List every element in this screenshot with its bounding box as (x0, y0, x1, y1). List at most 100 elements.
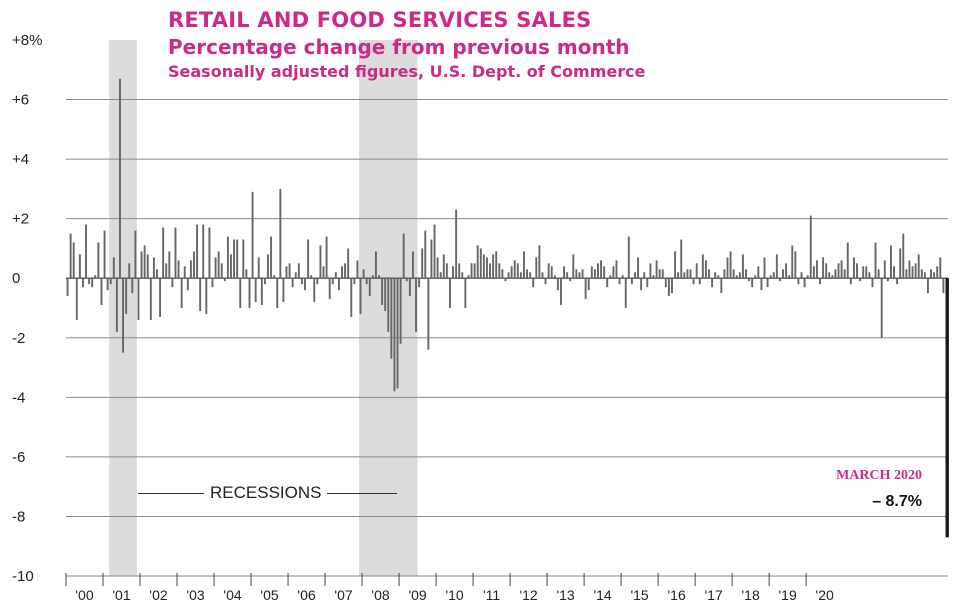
bar (445, 263, 448, 279)
bar (112, 257, 115, 279)
x-tick-label: '04 (223, 587, 241, 603)
bar (822, 257, 825, 279)
chart-title: RETAIL AND FOOD SERVICES SALES (168, 8, 592, 32)
x-tick-label: '20 (816, 587, 834, 603)
bar (538, 245, 541, 279)
bar (560, 278, 562, 306)
bar (455, 209, 458, 279)
bar (325, 236, 328, 279)
bar (267, 254, 269, 279)
bar (239, 278, 242, 308)
bar (205, 278, 208, 314)
bar (365, 278, 368, 285)
bar (529, 272, 532, 279)
bar (603, 266, 606, 279)
bar (418, 278, 421, 288)
bar (390, 278, 393, 359)
bar (593, 269, 596, 279)
x-tick-label: '10 (445, 587, 463, 603)
bar (294, 272, 297, 279)
bar (186, 278, 189, 291)
bar (748, 278, 751, 282)
bar (381, 278, 384, 306)
bar (408, 278, 411, 297)
bar (448, 278, 451, 308)
bar (69, 233, 72, 279)
bar (677, 272, 680, 279)
bar (523, 251, 525, 279)
bar (806, 275, 809, 279)
y-tick-label: -4 (12, 389, 25, 406)
bar (825, 263, 828, 279)
bar (131, 278, 134, 294)
bar (840, 260, 843, 279)
bar (726, 257, 729, 279)
bar (337, 278, 340, 291)
bar (544, 278, 547, 285)
bar (146, 254, 149, 279)
bar (384, 278, 387, 311)
bar (350, 278, 353, 317)
bar (439, 272, 442, 279)
bar (689, 269, 692, 279)
bar (917, 254, 920, 279)
bar (78, 254, 81, 279)
bar (782, 269, 784, 279)
bar (260, 278, 263, 306)
bar (103, 230, 106, 279)
bar (242, 239, 245, 279)
bar (760, 278, 763, 291)
bar (436, 257, 439, 279)
bar (923, 272, 926, 279)
bar (424, 230, 427, 279)
bar (353, 278, 356, 285)
bar (766, 278, 769, 288)
y-tick-label: -6 (12, 449, 25, 466)
bar (498, 263, 501, 279)
bar (467, 275, 470, 279)
bar (100, 278, 103, 306)
bar (393, 278, 396, 392)
bar (66, 278, 69, 297)
bar (297, 263, 300, 279)
bar (94, 275, 97, 279)
bar (581, 269, 584, 279)
bar (470, 263, 473, 279)
bar (738, 272, 741, 279)
bar (578, 272, 581, 279)
bar (597, 263, 599, 279)
bar (119, 78, 121, 279)
bar (849, 278, 852, 285)
bar (402, 233, 405, 279)
bar (914, 263, 917, 279)
recessions-label: RECESSIONS (138, 483, 398, 503)
bar (220, 263, 223, 279)
bar (769, 275, 772, 279)
x-tick-label: '08 (371, 587, 389, 603)
x-tick-label: '06 (297, 587, 315, 603)
bar (106, 278, 109, 291)
recessions-label-line-right (327, 492, 398, 494)
bar (797, 278, 800, 285)
y-tick-label: -10 (12, 568, 34, 585)
bar (140, 251, 143, 279)
bar (800, 272, 803, 279)
bar (211, 278, 214, 288)
bar (535, 257, 538, 279)
bar (618, 278, 621, 285)
x-tick-label: '14 (593, 587, 611, 603)
bar (785, 263, 788, 279)
bar (427, 278, 430, 350)
bar (729, 251, 732, 279)
bar (908, 260, 911, 279)
bar (680, 239, 683, 279)
bar (189, 260, 192, 279)
bar (156, 269, 158, 279)
bar (485, 257, 488, 279)
y-tick-label: -8 (12, 508, 25, 525)
bar (664, 278, 667, 288)
bar (97, 242, 100, 279)
bar (257, 257, 260, 279)
bar (307, 239, 310, 279)
